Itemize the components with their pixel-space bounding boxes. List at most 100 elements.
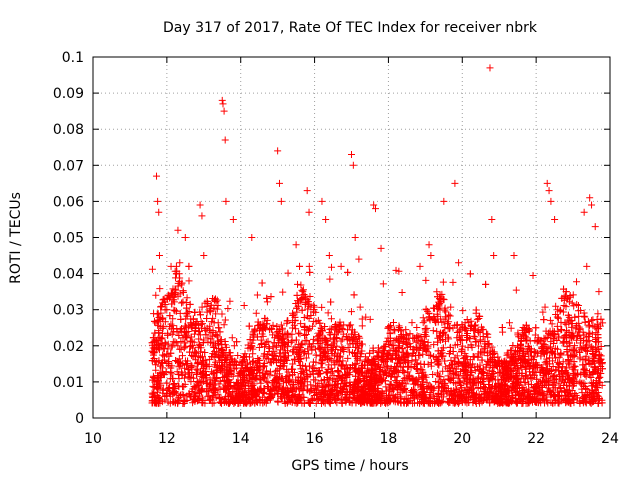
data-point — [272, 352, 280, 360]
data-point — [474, 350, 482, 358]
data-point — [198, 360, 206, 368]
data-point — [353, 385, 361, 393]
data-point — [177, 337, 185, 345]
data-point — [486, 399, 494, 407]
data-point — [416, 262, 424, 270]
data-point — [252, 375, 260, 383]
data-point — [470, 332, 478, 340]
data-point — [422, 276, 430, 284]
data-point — [480, 348, 488, 356]
data-point — [231, 357, 239, 365]
data-point — [269, 343, 277, 351]
data-point — [240, 301, 248, 309]
data-point — [494, 353, 502, 361]
data-point — [449, 347, 457, 355]
data-point — [150, 355, 158, 363]
data-point — [362, 313, 370, 321]
data-point — [561, 332, 569, 340]
data-point — [583, 262, 591, 270]
data-point — [175, 375, 183, 383]
data-point — [408, 319, 416, 327]
data-point — [203, 297, 211, 305]
data-point — [474, 342, 482, 350]
data-point — [256, 397, 264, 405]
data-point — [546, 316, 554, 324]
data-point — [439, 393, 447, 401]
data-point — [585, 323, 593, 331]
data-point — [215, 394, 223, 402]
data-point — [556, 384, 564, 392]
data-point — [272, 375, 280, 383]
data-point — [199, 374, 207, 382]
data-point — [202, 331, 210, 339]
data-point — [449, 369, 457, 377]
data-point — [271, 351, 279, 359]
data-point — [470, 376, 478, 384]
data-point — [193, 360, 201, 368]
data-point — [447, 303, 455, 311]
data-point — [148, 399, 156, 407]
data-point — [284, 352, 292, 360]
data-point — [576, 348, 584, 356]
data-point — [343, 395, 351, 403]
data-point — [520, 348, 528, 356]
data-point — [267, 293, 275, 301]
data-point — [296, 330, 304, 338]
data-point — [482, 280, 490, 288]
data-point — [442, 387, 450, 395]
data-point — [314, 395, 322, 403]
data-point — [315, 394, 323, 402]
data-point — [246, 344, 254, 352]
data-point — [559, 308, 567, 316]
data-point — [418, 366, 426, 374]
data-point — [461, 325, 469, 333]
data-point — [404, 357, 412, 365]
data-point — [185, 369, 193, 377]
data-point — [154, 384, 162, 392]
data-point — [374, 387, 382, 395]
data-point — [554, 327, 562, 335]
data-point — [267, 325, 275, 333]
data-point — [432, 354, 440, 362]
data-point — [210, 386, 218, 394]
data-point — [366, 349, 374, 357]
data-point — [318, 399, 326, 407]
data-point — [337, 262, 345, 270]
data-point — [406, 397, 414, 405]
data-point — [596, 395, 604, 403]
data-point — [505, 387, 513, 395]
data-point — [503, 399, 511, 407]
data-point — [458, 345, 466, 353]
data-point — [564, 371, 572, 379]
data-point — [300, 291, 308, 299]
data-point — [153, 310, 161, 318]
data-point — [576, 306, 584, 314]
data-point — [512, 286, 520, 294]
data-point — [212, 375, 220, 383]
data-point — [512, 395, 520, 403]
data-point — [589, 316, 597, 324]
data-point — [263, 298, 271, 306]
data-point — [159, 324, 167, 332]
data-point — [385, 395, 393, 403]
data-point — [355, 378, 363, 386]
data-point — [557, 326, 565, 334]
data-point — [594, 320, 602, 328]
data-point — [562, 303, 570, 311]
data-point — [163, 379, 171, 387]
data-point — [305, 362, 313, 370]
data-point — [414, 337, 422, 345]
data-point — [444, 333, 452, 341]
data-point — [155, 314, 163, 322]
data-point — [349, 340, 357, 348]
data-point — [535, 336, 543, 344]
data-point — [154, 377, 162, 385]
data-point — [215, 380, 223, 388]
data-point — [192, 320, 200, 328]
data-point — [551, 376, 559, 384]
data-point — [203, 324, 211, 332]
data-point — [560, 378, 568, 386]
data-point — [466, 270, 474, 278]
data-point — [248, 388, 256, 396]
data-point — [315, 370, 323, 378]
